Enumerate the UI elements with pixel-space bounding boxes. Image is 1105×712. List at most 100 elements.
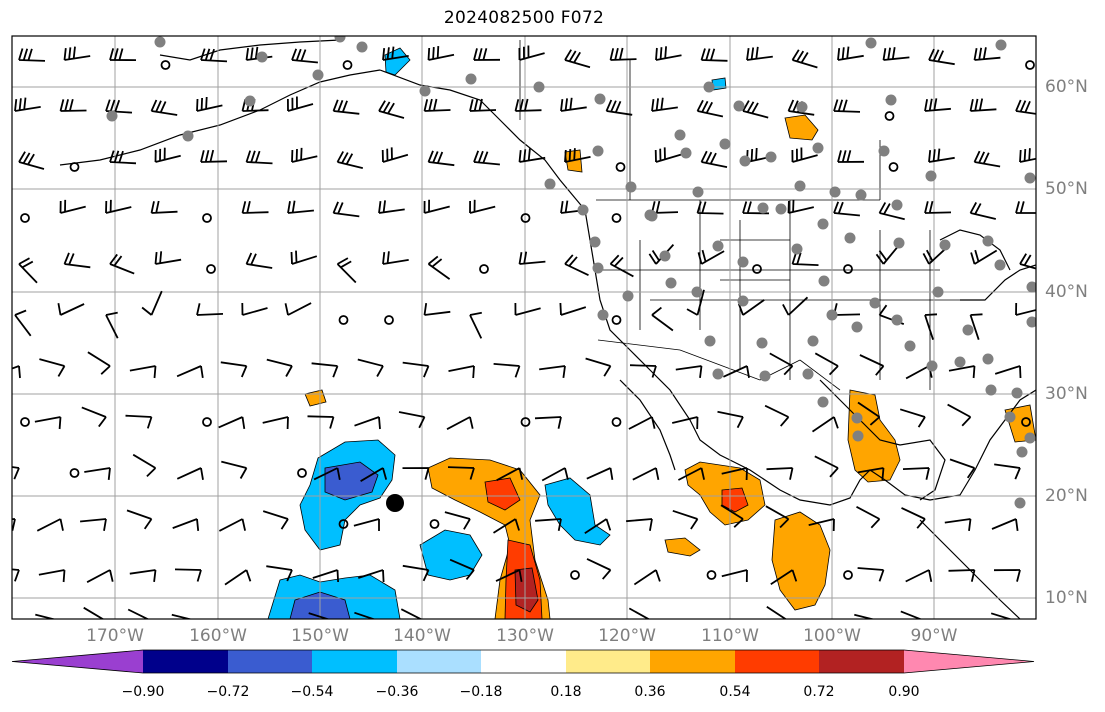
wind-barb [856,506,881,529]
station-dot [852,430,864,442]
station-dot [733,100,745,112]
wind-barb [262,510,289,530]
calm-wind-marker [520,213,531,223]
wind-barb [224,569,252,586]
station-dot [865,37,877,49]
wind-barb [398,411,426,429]
wind-barb [109,48,137,61]
station-dot [891,199,903,211]
wind-barb [586,558,612,580]
calm-wind-marker [611,213,622,223]
wind-barb [900,610,923,619]
wind-barb [969,98,997,112]
wind-barb [245,252,273,269]
station-dot [625,181,637,193]
wind-barb [770,569,798,586]
wind-barb [737,299,765,316]
wind-barb [899,408,926,428]
wind-barb [36,518,64,532]
wind-barb [924,200,952,214]
wind-barb [700,150,728,168]
station-dot [994,259,1006,271]
wind-barb [266,565,293,582]
wind-barb [469,98,497,112]
wind-barb [746,46,773,61]
wind-barb [1019,253,1036,270]
strong-positive-core [721,487,749,513]
wind-barb [791,147,818,163]
station-dot [465,73,477,85]
calm-wind-marker [249,622,257,630]
wind-barb [928,148,955,163]
calm-wind-marker [479,264,489,274]
wind-barb [948,365,976,379]
wind-barb [723,365,750,378]
wind-barb [353,518,380,531]
calm-wind-marker [202,213,212,223]
colorbar-tick-label: −0.54 [290,684,334,700]
station-dot [851,321,863,333]
colorbar-tick-label: 0.18 [550,684,582,700]
station-dot [1004,411,1016,423]
wind-barb [651,306,674,332]
wind-barb [141,290,163,316]
wind-barb [402,467,430,480]
wind-barb [423,302,451,316]
station-dot [794,180,806,192]
station-dot [597,309,609,321]
station-dot [802,368,814,380]
calm-wind-marker [297,468,307,478]
station-dot [244,95,256,107]
station-dot [1026,281,1036,293]
lon-label: 140°W [393,626,451,646]
station-dot [577,204,589,216]
wind-barb [313,467,341,481]
wind-barb [535,518,562,531]
wind-barb [354,611,376,619]
wind-barb [924,98,951,112]
wind-barb [132,453,157,478]
colorbar-tick-label: 0.36 [634,684,666,700]
wind-barbs [12,45,1036,630]
calm-wind-marker [611,417,622,427]
station-dot [1016,446,1028,458]
wind-barb [655,46,682,61]
wind-barb [837,150,865,163]
station-dot [712,368,724,380]
wind-barb [993,569,1021,582]
wind-barb [241,302,268,316]
wind-barb [150,200,178,214]
wind-barb [125,414,153,429]
map-frame [11,35,1037,620]
station-dot [1011,387,1023,399]
wind-barb [446,416,474,430]
station-dot [765,151,777,163]
station-dot [817,396,829,408]
calm-wind-marker [611,315,622,325]
wind-barb [378,100,405,119]
wind-barb [18,151,45,170]
wind-barb [469,199,496,214]
wind-barb [218,416,246,430]
wind-barb [12,466,20,480]
wind-barb [80,518,107,531]
gridlines [12,36,1036,619]
wind-barb [564,254,589,277]
wind-barb [973,150,1001,168]
calm-wind-marker [888,162,899,172]
calm-wind-marker [202,417,212,427]
wind-barb [672,509,699,530]
wind-barb [81,406,107,428]
station-dot [704,335,716,347]
station-dot [939,239,951,251]
lat-label: 60°N [1045,77,1088,97]
wind-barb [1015,201,1036,214]
wind-barb [84,467,111,480]
wind-barb [307,415,335,429]
station-dot [594,93,606,105]
station-dot [826,309,838,321]
wind-barb [105,99,133,114]
station-dot [646,210,658,222]
wind-barb [969,201,997,220]
wind-barb [382,46,409,61]
